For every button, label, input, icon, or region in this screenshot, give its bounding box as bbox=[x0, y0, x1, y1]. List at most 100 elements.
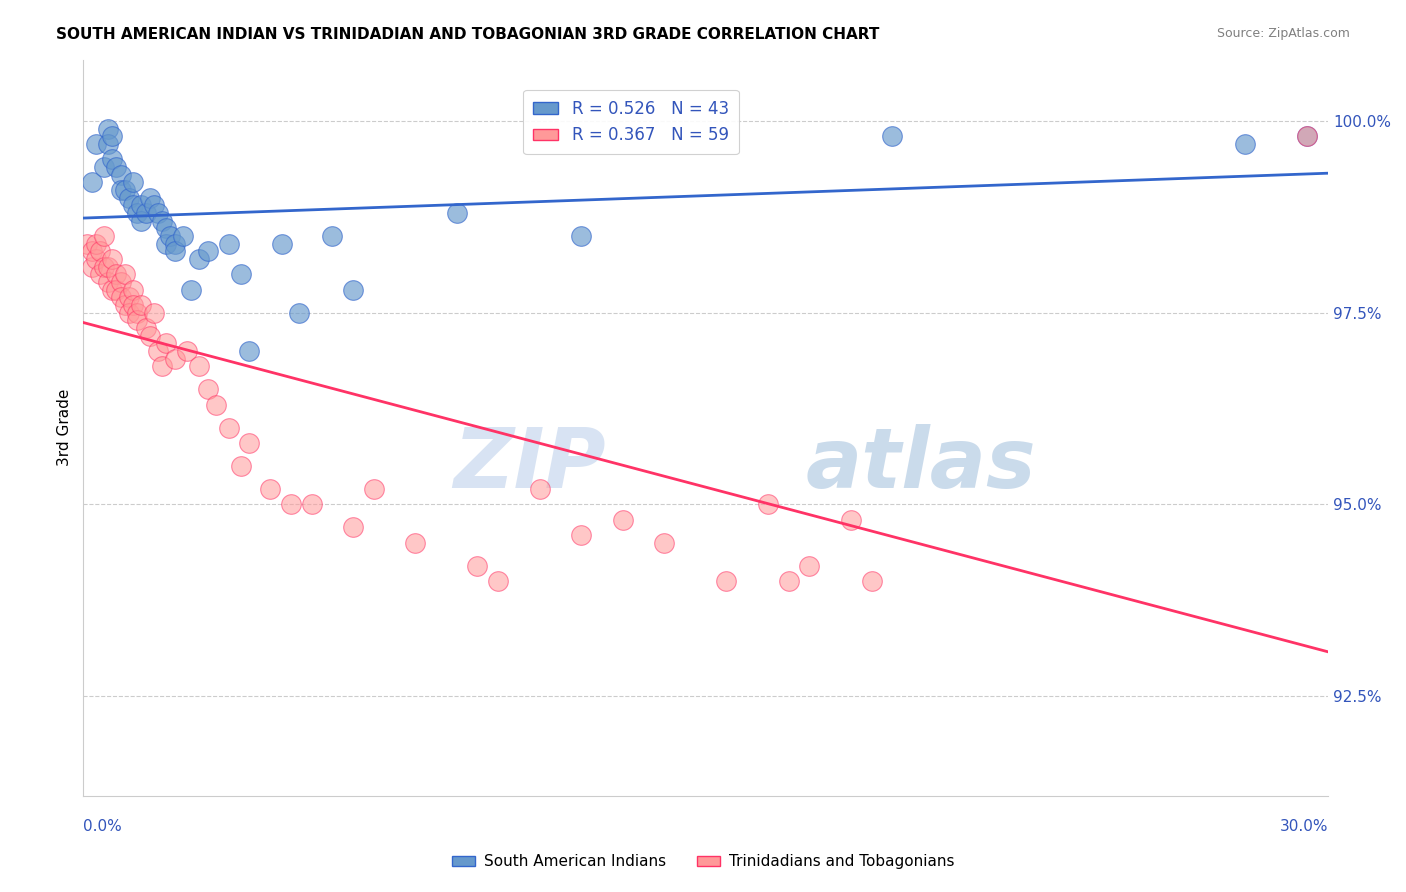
Point bbox=[1234, 136, 1257, 151]
Point bbox=[188, 359, 211, 374]
Point bbox=[180, 283, 202, 297]
Point bbox=[142, 198, 165, 212]
Point bbox=[89, 268, 111, 282]
Point bbox=[101, 153, 124, 167]
Point bbox=[163, 244, 186, 259]
Point bbox=[467, 558, 489, 573]
Point bbox=[486, 574, 509, 589]
Point bbox=[197, 383, 219, 397]
Point bbox=[76, 236, 98, 251]
Point bbox=[84, 236, 107, 251]
Point bbox=[118, 306, 141, 320]
Point bbox=[172, 229, 194, 244]
Text: SOUTH AMERICAN INDIAN VS TRINIDADIAN AND TOBAGONIAN 3RD GRADE CORRELATION CHART: SOUTH AMERICAN INDIAN VS TRINIDADIAN AND… bbox=[56, 27, 880, 42]
Point bbox=[271, 236, 294, 251]
Point bbox=[138, 191, 160, 205]
Point bbox=[612, 513, 634, 527]
Legend: South American Indians, Trinidadians and Tobagonians: South American Indians, Trinidadians and… bbox=[446, 848, 960, 875]
Legend: R = 0.526   N = 43, R = 0.367   N = 59: R = 0.526 N = 43, R = 0.367 N = 59 bbox=[523, 90, 738, 154]
Point bbox=[84, 252, 107, 266]
Point bbox=[163, 351, 186, 366]
Point bbox=[114, 183, 136, 197]
Point bbox=[155, 336, 177, 351]
Point bbox=[529, 482, 551, 496]
Point bbox=[569, 229, 592, 244]
Point bbox=[138, 328, 160, 343]
Point bbox=[80, 260, 103, 274]
Point bbox=[301, 498, 323, 512]
Point bbox=[97, 121, 120, 136]
Point bbox=[150, 213, 173, 227]
Point bbox=[93, 229, 115, 244]
Point bbox=[404, 536, 426, 550]
Point bbox=[363, 482, 385, 496]
Point bbox=[110, 275, 132, 289]
Point bbox=[122, 198, 145, 212]
Point bbox=[131, 198, 153, 212]
Point bbox=[97, 260, 120, 274]
Point bbox=[146, 206, 169, 220]
Point bbox=[163, 236, 186, 251]
Point bbox=[97, 275, 120, 289]
Point bbox=[238, 436, 260, 450]
Point bbox=[142, 306, 165, 320]
Point bbox=[105, 283, 128, 297]
Point bbox=[93, 160, 115, 174]
Point bbox=[569, 528, 592, 542]
Point bbox=[114, 268, 136, 282]
Point bbox=[118, 290, 141, 304]
Point bbox=[118, 191, 141, 205]
Y-axis label: 3rd Grade: 3rd Grade bbox=[58, 389, 72, 467]
Point bbox=[105, 268, 128, 282]
Point bbox=[229, 268, 252, 282]
Point bbox=[110, 183, 132, 197]
Point bbox=[229, 459, 252, 474]
Point bbox=[80, 175, 103, 189]
Point bbox=[127, 206, 149, 220]
Point bbox=[716, 574, 738, 589]
Point bbox=[101, 252, 124, 266]
Point bbox=[218, 421, 240, 435]
Point bbox=[131, 213, 153, 227]
Text: 30.0%: 30.0% bbox=[1279, 819, 1329, 834]
Point bbox=[110, 168, 132, 182]
Point bbox=[127, 313, 149, 327]
Point bbox=[159, 229, 181, 244]
Point bbox=[342, 520, 364, 534]
Point bbox=[122, 175, 145, 189]
Point bbox=[135, 206, 157, 220]
Point bbox=[839, 513, 862, 527]
Point bbox=[1296, 129, 1319, 144]
Point bbox=[80, 244, 103, 259]
Point bbox=[799, 558, 821, 573]
Point bbox=[321, 229, 343, 244]
Point bbox=[105, 160, 128, 174]
Point bbox=[110, 290, 132, 304]
Point bbox=[122, 283, 145, 297]
Point bbox=[1296, 129, 1319, 144]
Point bbox=[89, 244, 111, 259]
Point bbox=[127, 306, 149, 320]
Point bbox=[131, 298, 153, 312]
Text: ZIP: ZIP bbox=[454, 424, 606, 505]
Point bbox=[135, 321, 157, 335]
Text: atlas: atlas bbox=[806, 424, 1036, 505]
Point bbox=[288, 306, 311, 320]
Point bbox=[860, 574, 883, 589]
Point bbox=[176, 344, 198, 359]
Point bbox=[150, 359, 173, 374]
Point bbox=[101, 129, 124, 144]
Point bbox=[84, 136, 107, 151]
Point bbox=[652, 536, 675, 550]
Text: 0.0%: 0.0% bbox=[83, 819, 122, 834]
Point bbox=[218, 236, 240, 251]
Point bbox=[101, 283, 124, 297]
Point bbox=[155, 221, 177, 235]
Point bbox=[93, 260, 115, 274]
Point bbox=[114, 298, 136, 312]
Point bbox=[188, 252, 211, 266]
Point bbox=[280, 498, 302, 512]
Point bbox=[197, 244, 219, 259]
Point bbox=[146, 344, 169, 359]
Point bbox=[342, 283, 364, 297]
